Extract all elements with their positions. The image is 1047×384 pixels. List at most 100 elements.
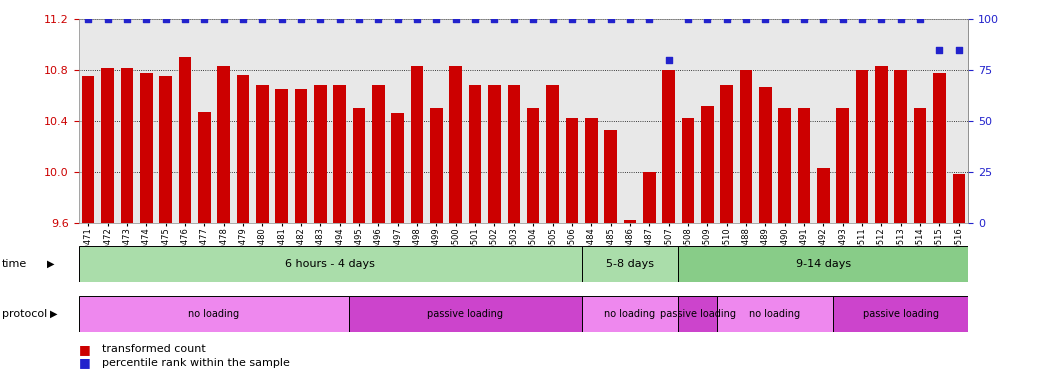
Point <box>80 16 96 22</box>
Text: ▶: ▶ <box>50 309 58 319</box>
Bar <box>855 70 868 223</box>
Point <box>680 16 696 22</box>
Point <box>641 16 658 22</box>
Point <box>292 16 309 22</box>
Point <box>506 16 522 22</box>
Bar <box>294 89 308 223</box>
Bar <box>953 174 965 223</box>
Point <box>892 16 909 22</box>
Point <box>757 16 774 22</box>
Bar <box>449 66 462 223</box>
Point <box>796 16 812 22</box>
Text: no loading: no loading <box>750 309 801 319</box>
Bar <box>257 85 269 223</box>
Point <box>138 16 155 22</box>
Text: time: time <box>2 259 27 269</box>
Point <box>389 16 406 22</box>
Point <box>312 16 329 22</box>
Bar <box>410 66 423 223</box>
Bar <box>527 108 539 223</box>
Point <box>737 16 754 22</box>
Bar <box>198 112 210 223</box>
Text: passive loading: passive loading <box>427 309 504 319</box>
Point <box>718 16 735 22</box>
Bar <box>82 76 94 223</box>
Bar <box>894 70 907 223</box>
Bar <box>372 85 384 223</box>
Bar <box>79 296 350 332</box>
Point <box>254 16 271 22</box>
Bar <box>120 68 133 223</box>
Point <box>177 16 194 22</box>
Bar <box>833 296 968 332</box>
Point <box>467 16 484 22</box>
Text: no loading: no loading <box>604 309 655 319</box>
Bar <box>739 70 753 223</box>
Text: 5-8 days: 5-8 days <box>606 259 654 269</box>
Point <box>661 57 677 63</box>
Text: ▶: ▶ <box>47 259 54 269</box>
Bar <box>430 108 443 223</box>
Point <box>118 16 135 22</box>
Point <box>873 16 890 22</box>
Bar <box>759 87 772 223</box>
Text: ■: ■ <box>79 356 94 369</box>
Point <box>447 16 464 22</box>
Point <box>370 16 386 22</box>
Bar <box>798 108 810 223</box>
Text: no loading: no loading <box>188 309 240 319</box>
Bar <box>717 296 833 332</box>
Bar <box>817 168 829 223</box>
Bar <box>663 70 675 223</box>
Point <box>544 16 561 22</box>
Bar <box>581 296 678 332</box>
Text: 9-14 days: 9-14 days <box>796 259 851 269</box>
Bar <box>333 85 346 223</box>
Bar <box>778 108 790 223</box>
Point <box>853 16 870 22</box>
Bar <box>682 118 694 223</box>
Point <box>834 16 851 22</box>
Bar <box>643 172 655 223</box>
Bar <box>837 108 849 223</box>
Bar <box>678 296 717 332</box>
Bar <box>140 73 153 223</box>
Bar <box>678 246 968 282</box>
Point <box>157 16 174 22</box>
Bar <box>218 66 230 223</box>
Bar <box>914 108 927 223</box>
Point <box>563 16 580 22</box>
Text: 6 hours - 4 days: 6 hours - 4 days <box>285 259 375 269</box>
Text: passive loading: passive loading <box>660 309 736 319</box>
Bar <box>624 220 637 223</box>
Point <box>815 16 831 22</box>
Bar <box>508 85 520 223</box>
Bar <box>488 85 500 223</box>
Point <box>235 16 251 22</box>
Bar <box>102 68 114 223</box>
Bar <box>237 75 249 223</box>
Bar <box>79 246 581 282</box>
Point <box>331 16 348 22</box>
Bar <box>701 106 714 223</box>
Bar <box>547 85 559 223</box>
Point <box>699 16 716 22</box>
Bar <box>353 108 365 223</box>
Point <box>216 16 232 22</box>
Bar <box>604 130 617 223</box>
Point <box>486 16 503 22</box>
Bar <box>179 57 192 223</box>
Bar <box>581 246 678 282</box>
Point <box>99 16 116 22</box>
Point <box>622 16 639 22</box>
Text: percentile rank within the sample: percentile rank within the sample <box>102 358 289 368</box>
Point <box>428 16 445 22</box>
Text: passive loading: passive loading <box>863 309 939 319</box>
Point <box>273 16 290 22</box>
Bar <box>469 85 482 223</box>
Bar <box>392 113 404 223</box>
Text: transformed count: transformed count <box>102 344 205 354</box>
Point <box>525 16 541 22</box>
Point <box>931 47 948 53</box>
Point <box>408 16 425 22</box>
